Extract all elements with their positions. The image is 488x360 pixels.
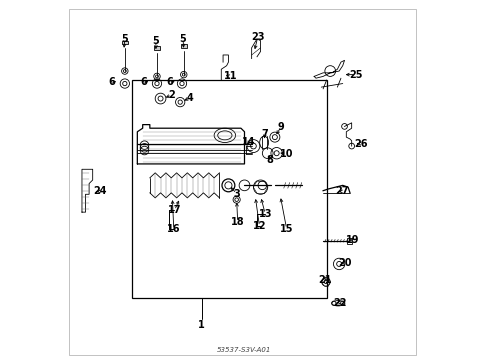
Text: 23: 23: [250, 32, 264, 42]
Text: 5: 5: [121, 34, 128, 44]
Text: 11: 11: [223, 71, 237, 81]
Text: 6: 6: [108, 77, 115, 87]
Text: 4: 4: [186, 93, 193, 103]
Text: 27: 27: [335, 186, 348, 197]
Text: 22: 22: [333, 297, 346, 307]
Text: 15: 15: [279, 224, 293, 234]
Text: 19: 19: [346, 235, 359, 245]
Text: 26: 26: [353, 139, 367, 149]
Text: 25: 25: [348, 69, 362, 80]
Text: 13: 13: [258, 209, 271, 219]
Text: 16: 16: [167, 224, 180, 234]
Text: 20: 20: [338, 258, 351, 268]
FancyBboxPatch shape: [154, 46, 160, 50]
Text: 8: 8: [266, 155, 273, 165]
FancyBboxPatch shape: [346, 238, 351, 244]
Text: 6: 6: [140, 77, 147, 87]
Text: 21: 21: [318, 275, 331, 285]
Text: 3: 3: [233, 189, 240, 199]
FancyBboxPatch shape: [122, 41, 127, 44]
Circle shape: [239, 180, 249, 191]
Text: 7: 7: [261, 129, 268, 139]
Text: 1: 1: [198, 320, 204, 330]
Text: 2: 2: [168, 90, 175, 100]
Text: 18: 18: [230, 217, 244, 227]
Text: 12: 12: [252, 221, 265, 231]
Text: 5: 5: [152, 36, 159, 46]
Text: 24: 24: [93, 186, 106, 197]
Text: 17: 17: [167, 205, 181, 215]
Text: 53537-S3V-A01: 53537-S3V-A01: [217, 347, 271, 353]
Text: 9: 9: [277, 122, 284, 132]
Text: 6: 6: [166, 77, 173, 87]
Text: 10: 10: [279, 149, 293, 159]
Text: 5: 5: [179, 34, 186, 44]
FancyBboxPatch shape: [181, 44, 186, 48]
Text: 14: 14: [242, 137, 255, 147]
